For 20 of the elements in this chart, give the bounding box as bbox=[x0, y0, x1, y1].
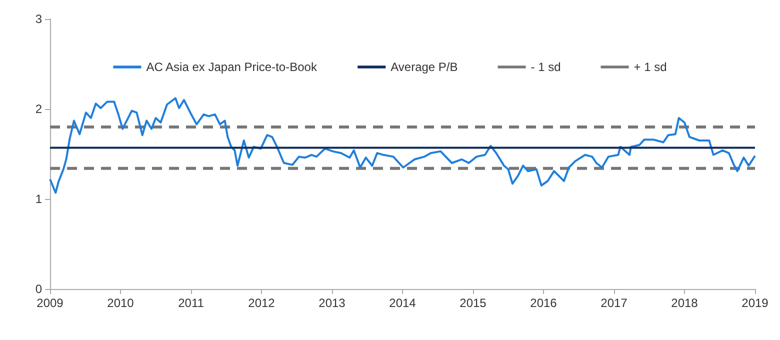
y-tick-label: 3 bbox=[35, 12, 42, 26]
x-tick-label: 2016 bbox=[530, 296, 558, 310]
legend-label: Average P/B bbox=[390, 60, 458, 74]
x-tick-label: 2013 bbox=[318, 296, 346, 310]
x-tick-label: 2019 bbox=[742, 296, 769, 310]
x-tick-label: 2018 bbox=[671, 296, 698, 310]
line-series bbox=[49, 97, 756, 194]
x-tick-label: 2009 bbox=[36, 296, 64, 310]
y-tick-label: 1 bbox=[35, 192, 42, 206]
x-tick-label: 2015 bbox=[460, 296, 487, 310]
x-tick-label: 2011 bbox=[178, 296, 204, 310]
x-tick-label: 2014 bbox=[389, 296, 416, 310]
x-tick-label: 2010 bbox=[107, 296, 134, 310]
legend-label: AC Asia ex Japan Price-to-Book bbox=[146, 60, 318, 74]
y-tick-label: 2 bbox=[35, 102, 42, 116]
legend-label: - 1 sd bbox=[530, 60, 561, 74]
legend-label: + 1 sd bbox=[634, 60, 667, 74]
x-tick-label: 2012 bbox=[248, 296, 276, 310]
y-tick-label: 0 bbox=[35, 282, 42, 296]
x-tick-label: 2017 bbox=[600, 296, 628, 310]
